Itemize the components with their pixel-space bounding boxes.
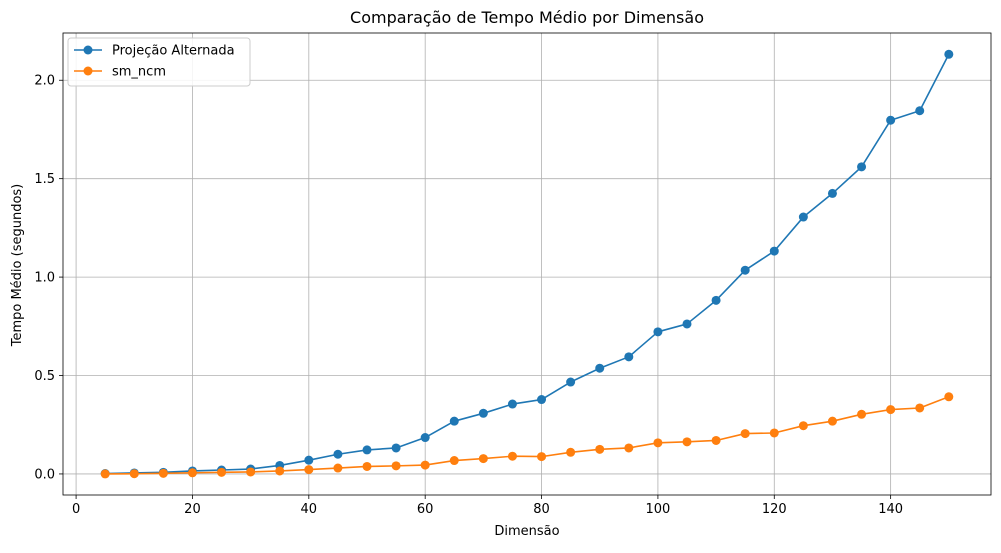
x-tick-label: 120 [762, 502, 787, 517]
series-line [105, 53, 950, 475]
legend-marker [83, 66, 93, 76]
x-tick-label: 0 [72, 502, 80, 517]
data-point [478, 408, 488, 418]
data-point [798, 421, 808, 431]
y-tick-label: 0.5 [34, 369, 55, 384]
legend-item: sm_ncm [74, 65, 166, 80]
data-point [100, 469, 110, 479]
data-point [798, 212, 808, 222]
legend: Projeção Alternada sm_ncm [67, 37, 251, 87]
series-1 [100, 49, 954, 479]
data-point [507, 451, 517, 461]
data-point [944, 392, 954, 402]
data-point [682, 437, 692, 447]
data-point [391, 461, 401, 471]
data-point [537, 395, 547, 405]
data-point [566, 447, 576, 457]
y-axis-label: Tempo Médio (segundos) [10, 184, 25, 348]
legend-marker [83, 45, 93, 55]
data-point [886, 405, 896, 415]
x-axis-label: Dimensão [494, 524, 559, 539]
data-point [769, 246, 779, 256]
series-line [105, 396, 950, 475]
x-tick-label: 100 [645, 502, 670, 517]
data-point [886, 115, 896, 125]
data-point [449, 416, 459, 426]
data-point [304, 455, 314, 465]
data-point [420, 433, 430, 443]
y-tick-label: 2.0 [34, 74, 55, 89]
data-point [915, 403, 925, 413]
data-point [857, 162, 867, 172]
chart-title: Comparação de Tempo Médio por Dimensão [350, 8, 704, 27]
data-point [857, 409, 867, 419]
data-point [624, 352, 634, 362]
axes: 0 20 40 60 80 100 120 140 0.0 0.5 1.0 1.5 2.0 [34, 32, 992, 517]
data-point [420, 460, 430, 470]
x-tick-label: 140 [878, 502, 903, 517]
data-point [158, 468, 168, 478]
y-tick-label: 1.5 [34, 172, 55, 187]
series-group [100, 49, 954, 479]
data-point [391, 443, 401, 453]
x-tick-label: 40 [301, 502, 318, 517]
data-point [566, 377, 576, 387]
y-tick-label: 1.0 [34, 271, 55, 286]
grid-lines [63, 33, 991, 495]
legend-label: sm_ncm [112, 65, 166, 80]
data-point [682, 319, 692, 329]
data-point [595, 363, 605, 373]
data-point [478, 454, 488, 464]
data-point [944, 49, 954, 59]
y-tick-label: 0.0 [34, 467, 55, 482]
data-point [362, 461, 372, 471]
legend-item: Projeção Alternada [74, 44, 235, 59]
series-2 [100, 392, 954, 479]
legend-box [67, 37, 251, 87]
legend-label: Projeção Alternada [112, 44, 235, 59]
x-tick-label: 80 [533, 502, 550, 517]
data-point [653, 438, 663, 448]
data-point [827, 416, 837, 426]
data-point [827, 188, 837, 198]
data-point [507, 399, 517, 409]
data-point [333, 463, 343, 473]
data-point [711, 435, 721, 445]
data-point [362, 445, 372, 455]
data-point [653, 327, 663, 337]
data-point [595, 444, 605, 454]
data-point [769, 428, 779, 438]
data-point [915, 106, 925, 116]
data-point [275, 466, 285, 476]
data-point [129, 469, 139, 479]
data-point [217, 467, 227, 477]
x-tick-label: 20 [184, 502, 201, 517]
data-point [740, 429, 750, 439]
data-point [304, 465, 314, 475]
plot-frame [62, 32, 992, 496]
data-point [449, 456, 459, 466]
data-point [711, 295, 721, 305]
data-point [333, 449, 343, 459]
data-point [246, 467, 256, 477]
data-point [537, 452, 547, 462]
data-point [740, 265, 750, 275]
data-point [187, 468, 197, 478]
x-tick-label: 60 [417, 502, 434, 517]
data-point [624, 443, 634, 453]
